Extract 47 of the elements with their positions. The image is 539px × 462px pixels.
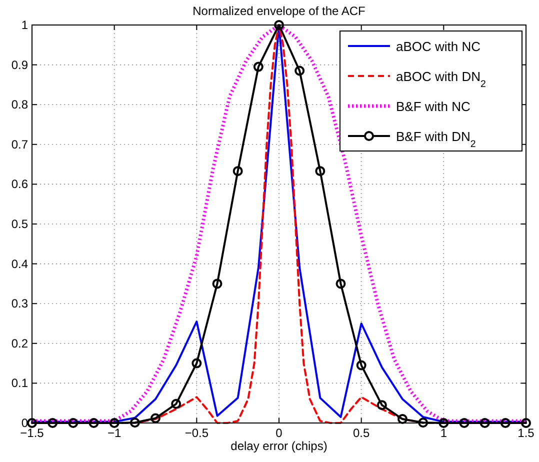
legend-label: B&F with DN$_{2}$	[396, 129, 476, 150]
point	[376, 400, 387, 410]
x-tick-label: 1	[440, 426, 448, 440]
point	[88, 418, 99, 428]
point	[398, 414, 408, 424]
point	[48, 418, 58, 428]
point	[459, 418, 470, 428]
x-tick-label: −1	[107, 426, 122, 440]
x-tick-label: −0.5	[184, 426, 209, 440]
y-tick-label: 0.1	[11, 376, 28, 390]
point	[438, 418, 449, 428]
point	[130, 418, 140, 428]
point	[480, 418, 490, 428]
point	[418, 418, 428, 428]
point	[212, 278, 222, 289]
chart-title: Normalized envelope of the ACF	[192, 4, 366, 18]
y-tick-label: 0.6	[11, 177, 28, 192]
point	[294, 66, 305, 76]
y-tick-label: 0.5	[11, 217, 28, 231]
point	[192, 358, 202, 368]
y-tick-label: 0.4	[11, 256, 28, 271]
point	[274, 20, 284, 30]
y-tick-label: 1	[21, 18, 28, 32]
y-tick-label: 0.7	[11, 137, 28, 152]
x-axis-title: delay error (chips)	[230, 439, 328, 453]
point	[171, 398, 182, 409]
point	[521, 418, 531, 428]
legend-label: aBOC with DN$_{2}$	[396, 69, 486, 90]
y-tick-label: 0.3	[11, 296, 28, 311]
y-tick-label: 0.8	[11, 98, 28, 112]
point	[253, 62, 264, 72]
point	[500, 418, 510, 428]
x-tick-label: 0.5	[352, 426, 370, 440]
point	[336, 278, 346, 289]
x-tick-label: 1.5	[518, 426, 535, 440]
legend-label: B&F with NC	[396, 99, 470, 114]
point	[68, 418, 78, 428]
y-tick-label: 0.2	[11, 336, 28, 350]
point	[232, 166, 243, 176]
y-tick-label: 0.9	[11, 58, 28, 72]
point	[109, 418, 120, 428]
x-tick-label: 0	[276, 426, 283, 440]
point	[27, 418, 37, 428]
legend-label: aBOC with NC	[396, 39, 481, 54]
point	[315, 166, 326, 176]
point	[356, 360, 366, 370]
point	[150, 413, 160, 424]
